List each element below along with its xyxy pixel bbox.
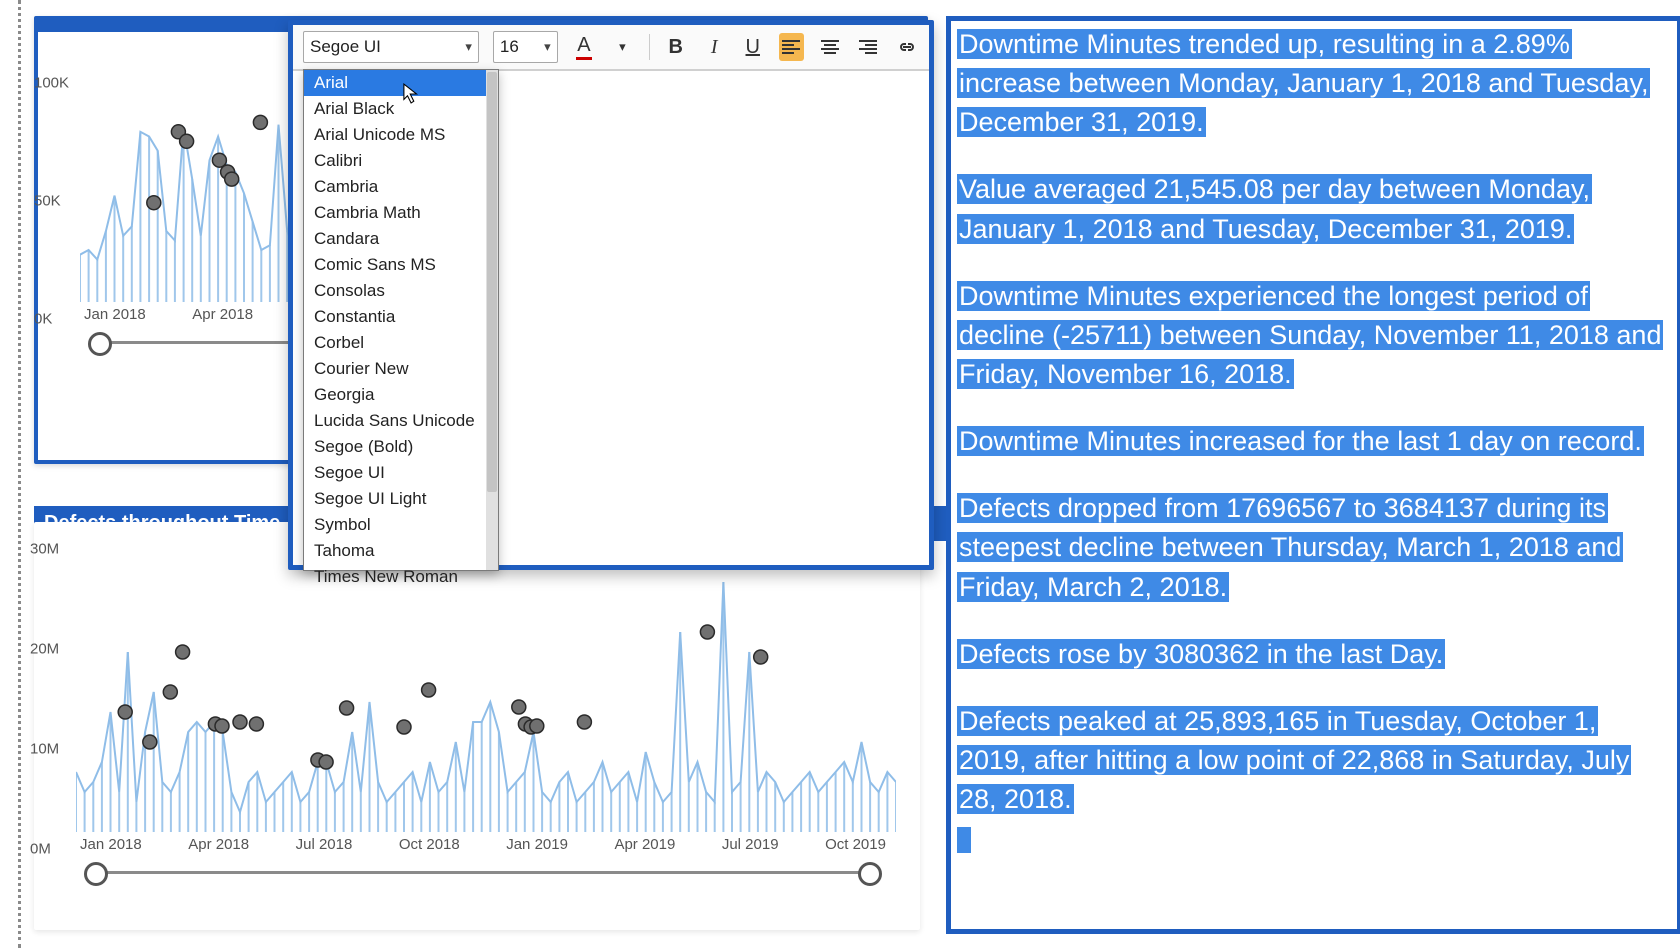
font-option[interactable]: Corbel bbox=[304, 330, 498, 356]
font-color-button[interactable]: A bbox=[572, 33, 597, 61]
insight-text: Downtime Minutes experienced the longest… bbox=[957, 281, 1663, 389]
y-tick-label: 10M bbox=[30, 741, 70, 758]
insert-link-button[interactable] bbox=[895, 33, 920, 61]
font-size-value: 16 bbox=[500, 37, 519, 57]
defects-chart-range-slider[interactable] bbox=[84, 859, 882, 887]
font-option[interactable]: Cambria bbox=[304, 174, 498, 200]
insight-text: Downtime Minutes trended up, resulting i… bbox=[957, 29, 1650, 137]
font-option[interactable]: Times New Roman bbox=[304, 564, 498, 590]
font-option[interactable]: Segoe UI bbox=[304, 460, 498, 486]
dropdown-scrollbar[interactable] bbox=[486, 70, 498, 570]
x-tick-label: Jul 2018 bbox=[296, 836, 353, 853]
insight-text: Defects peaked at 25,893,165 in Tuesday,… bbox=[957, 706, 1631, 814]
font-option[interactable]: Symbol bbox=[304, 512, 498, 538]
align-center-icon bbox=[821, 40, 839, 54]
font-size-select[interactable]: 16 bbox=[493, 31, 558, 63]
bold-button[interactable]: B bbox=[664, 33, 689, 61]
font-option[interactable]: Georgia bbox=[304, 382, 498, 408]
font-option[interactable]: Arial Black bbox=[304, 96, 498, 122]
y-tick-label: 20M bbox=[30, 641, 70, 658]
font-family-value: Segoe UI bbox=[310, 37, 381, 57]
y-tick-label: 0K bbox=[34, 311, 74, 328]
range-handle-start[interactable] bbox=[84, 862, 108, 886]
text-caret-icon bbox=[957, 827, 971, 853]
font-color-chevron-icon[interactable]: ▾ bbox=[610, 33, 635, 61]
y-tick-label: 30M bbox=[30, 541, 70, 558]
y-tick-label: 0M bbox=[30, 841, 70, 858]
range-handle-end[interactable] bbox=[858, 862, 882, 886]
text-toolbar: Segoe UI 16 A ▾ B I U bbox=[293, 25, 929, 71]
x-tick-label: Apr 2018 bbox=[188, 836, 249, 853]
y-tick-label: 100K bbox=[34, 74, 74, 91]
x-tick-label: Apr 2018 bbox=[192, 306, 253, 323]
font-option[interactable]: Constantia bbox=[304, 304, 498, 330]
font-option[interactable]: Segoe UI Light bbox=[304, 486, 498, 512]
font-family-dropdown[interactable]: ArialArial BlackArial Unicode MSCalibriC… bbox=[303, 69, 499, 571]
x-tick-label: Jan 2018 bbox=[80, 836, 142, 853]
range-handle-start[interactable] bbox=[88, 332, 112, 356]
align-center-button[interactable] bbox=[818, 33, 843, 61]
x-tick-label: Oct 2018 bbox=[399, 836, 460, 853]
insight-paragraph[interactable]: Downtime Minutes trended up, resulting i… bbox=[957, 25, 1671, 142]
insight-paragraph[interactable]: Defects rose by 3080362 in the last Day. bbox=[957, 635, 1671, 674]
x-tick-label: Jan 2018 bbox=[84, 306, 146, 323]
font-option[interactable]: Arial Unicode MS bbox=[304, 122, 498, 148]
font-option[interactable]: Comic Sans MS bbox=[304, 252, 498, 278]
x-tick-label: Apr 2019 bbox=[614, 836, 675, 853]
insight-text: Defects rose by 3080362 in the last Day. bbox=[957, 639, 1445, 669]
report-selection-border bbox=[18, 0, 21, 948]
text-editor-popup[interactable]: Segoe UI 16 A ▾ B I U bbox=[288, 20, 934, 570]
x-tick-label: Oct 2019 bbox=[825, 836, 886, 853]
link-icon bbox=[897, 40, 917, 54]
align-left-button[interactable] bbox=[779, 33, 804, 61]
align-right-icon bbox=[859, 40, 877, 54]
insight-paragraph[interactable]: Value averaged 21,545.08 per day between… bbox=[957, 170, 1671, 248]
insight-paragraph[interactable]: Defects dropped from 17696567 to 3684137… bbox=[957, 489, 1671, 606]
smart-narrative-panel[interactable]: Downtime Minutes trended up, resulting i… bbox=[946, 16, 1680, 934]
align-left-icon bbox=[782, 40, 800, 54]
font-family-select[interactable]: Segoe UI bbox=[303, 31, 479, 63]
font-option[interactable]: Candara bbox=[304, 226, 498, 252]
font-option[interactable]: Consolas bbox=[304, 278, 498, 304]
font-option[interactable]: Courier New bbox=[304, 356, 498, 382]
font-option[interactable]: Tahoma bbox=[304, 538, 498, 564]
underline-button[interactable]: U bbox=[741, 33, 766, 61]
font-option[interactable]: Lucida Sans Unicode bbox=[304, 408, 498, 434]
font-option[interactable]: Segoe (Bold) bbox=[304, 434, 498, 460]
insight-text: Defects dropped from 17696567 to 3684137… bbox=[957, 493, 1623, 601]
x-tick-label: Jan 2019 bbox=[506, 836, 568, 853]
toolbar-separator bbox=[649, 34, 650, 60]
insight-text: Value averaged 21,545.08 per day between… bbox=[957, 174, 1592, 243]
insight-text: Downtime Minutes increased for the last … bbox=[957, 426, 1644, 456]
insight-paragraph[interactable]: Downtime Minutes experienced the longest… bbox=[957, 277, 1671, 394]
y-tick-label: 50K bbox=[34, 192, 74, 209]
font-option[interactable]: Cambria Math bbox=[304, 200, 498, 226]
font-option[interactable]: Calibri bbox=[304, 148, 498, 174]
defects-chart-x-labels: Jan 2018 Apr 2018 Jul 2018 Oct 2018 Jan 2019… bbox=[76, 836, 890, 853]
italic-button[interactable]: I bbox=[702, 33, 727, 61]
insight-paragraph[interactable]: Downtime Minutes increased for the last … bbox=[957, 422, 1671, 461]
x-tick-label: Jul 2019 bbox=[722, 836, 779, 853]
align-right-button[interactable] bbox=[856, 33, 881, 61]
insight-paragraph[interactable]: Defects peaked at 25,893,165 in Tuesday,… bbox=[957, 702, 1671, 859]
font-option[interactable]: Arial bbox=[304, 70, 498, 96]
